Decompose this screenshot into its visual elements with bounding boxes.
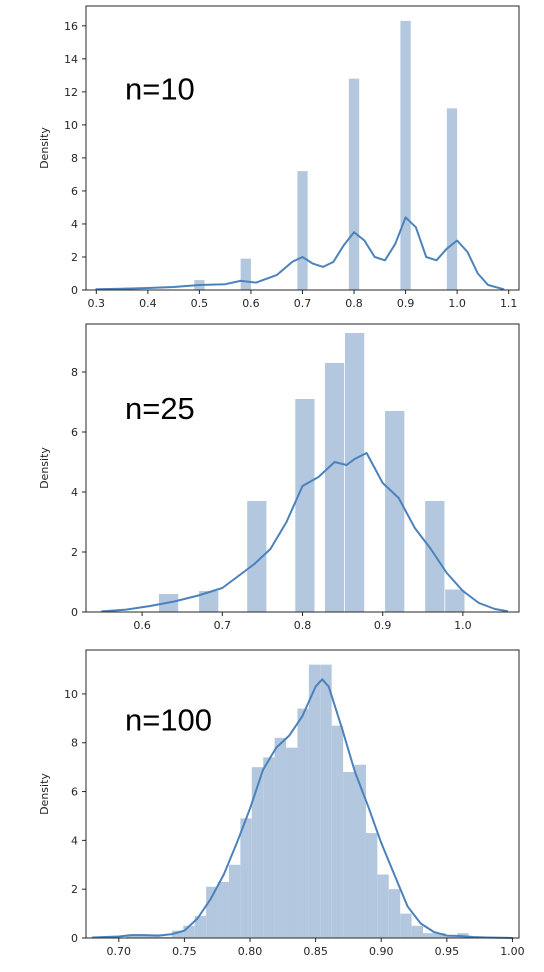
histogram-bar (445, 589, 465, 612)
histogram-bar (365, 833, 378, 938)
histogram-bar (297, 708, 309, 938)
kde-curve (91, 678, 514, 939)
y-axis-label: Density (38, 447, 51, 489)
x-tick-label: 0.5 (191, 297, 209, 310)
sample-size-annotation: n=10 (125, 72, 195, 107)
histogram-bar (297, 171, 308, 290)
histogram-bar (344, 333, 365, 612)
histogram-bar (343, 772, 355, 938)
x-tick-label: 0.95 (435, 945, 460, 958)
histogram-bar (348, 78, 360, 291)
histogram-bar (308, 664, 321, 938)
histogram-bar (324, 363, 345, 612)
y-tick-label: 2 (71, 251, 78, 264)
y-tick-label: 12 (64, 86, 78, 99)
x-tick-label: 1.1 (500, 297, 518, 310)
x-tick-label: 0.75 (172, 945, 197, 958)
histogram-bar (388, 889, 401, 938)
histogram-bar (251, 767, 264, 938)
histogram-bar (446, 108, 458, 290)
x-tick-label: 0.85 (303, 945, 328, 958)
x-tick-label: 0.7 (294, 297, 312, 310)
histogram-bar (274, 737, 287, 938)
histogram-bar (126, 934, 138, 938)
sample-size-annotation: n=25 (125, 391, 195, 426)
y-tick-label: 0 (71, 606, 78, 619)
y-axis-label: Density (38, 773, 51, 815)
histogram-bar (183, 925, 195, 938)
y-tick-label: 4 (71, 486, 78, 499)
histogram-bar (331, 725, 344, 938)
histogram-bar (320, 664, 332, 938)
histogram-bar (171, 930, 184, 938)
kde-curve (95, 216, 505, 291)
histogram-bar (411, 925, 424, 938)
y-tick-label: 10 (64, 688, 78, 701)
y-axis-label: Density (38, 127, 51, 169)
axes-frame (85, 649, 520, 939)
x-tick-label: 0.70 (107, 945, 132, 958)
y-tick-label: 8 (71, 366, 78, 379)
y-tick-label: 4 (71, 218, 78, 231)
histogram-bar (286, 747, 298, 938)
y-tick-label: 0 (71, 932, 78, 945)
histogram-bar (217, 881, 229, 938)
kde-curve (101, 452, 508, 613)
y-tick-label: 2 (71, 883, 78, 896)
x-tick-label: 0.80 (238, 945, 263, 958)
y-tick-label: 6 (71, 185, 78, 198)
y-tick-label: 2 (71, 546, 78, 559)
chart-panel-n25: 0.6 0.7 0.8 0.9 1.0 0 2 4 6 8 Density n=25 (38, 323, 520, 632)
y-tick-label: 8 (71, 152, 78, 165)
histogram-bar (385, 411, 405, 612)
histogram-bar (160, 936, 172, 938)
x-tick-label: 0.6 (242, 297, 260, 310)
y-tick-label: 10 (64, 119, 78, 132)
histogram-bar (423, 933, 435, 938)
sample-size-annotation: n=100 (125, 703, 212, 738)
y-tick-label: 6 (71, 426, 78, 439)
histogram-bar (354, 764, 366, 938)
x-tick-label: 0.7 (214, 619, 232, 632)
chart-panel-n10: 0.3 0.4 0.5 0.6 0.7 0.8 0.9 1.0 1.1 0 2 4 6 8 10 12 14 16… (38, 5, 520, 310)
x-tick-label: 0.6 (133, 619, 151, 632)
histogram-bar (137, 934, 150, 938)
x-tick-label: 0.9 (374, 619, 392, 632)
histogram-bar (240, 258, 251, 290)
x-tick-label: 0.4 (139, 297, 157, 310)
histogram-bar (194, 916, 207, 938)
y-tick-label: 6 (71, 786, 78, 799)
x-tick-label: 1.00 (500, 945, 525, 958)
histogram-bar (228, 864, 241, 938)
x-tick-label: 1.0 (448, 297, 466, 310)
y-tick-label: 14 (64, 53, 78, 66)
histogram-bar (377, 874, 389, 938)
y-tick-label: 16 (64, 20, 78, 33)
histogram-bar (400, 20, 411, 290)
histogram-bar (445, 936, 458, 938)
histogram-bar (295, 399, 315, 612)
histogram-bar (206, 886, 218, 938)
x-tick-label: 0.8 (294, 619, 312, 632)
histogram-bar (247, 501, 267, 612)
histogram-bar (240, 818, 252, 938)
y-tick-label: 0 (71, 284, 78, 297)
histogram-bar (400, 913, 412, 938)
histogram-bar (434, 933, 446, 938)
x-tick-label: 1.0 (454, 619, 472, 632)
x-tick-label: 0.3 (88, 297, 106, 310)
x-tick-label: 0.90 (369, 945, 394, 958)
histogram-bar (263, 757, 275, 938)
histogram-bar (199, 591, 219, 612)
chart-panel-n100: 0.70 0.75 0.80 0.85 0.90 0.95 1.00 0 2 4 6 8 10 Densi… (38, 649, 525, 958)
y-tick-label: 8 (71, 737, 78, 750)
y-tick-label: 4 (71, 834, 78, 847)
x-tick-label: 0.8 (345, 297, 363, 310)
x-tick-label: 0.9 (397, 297, 415, 310)
